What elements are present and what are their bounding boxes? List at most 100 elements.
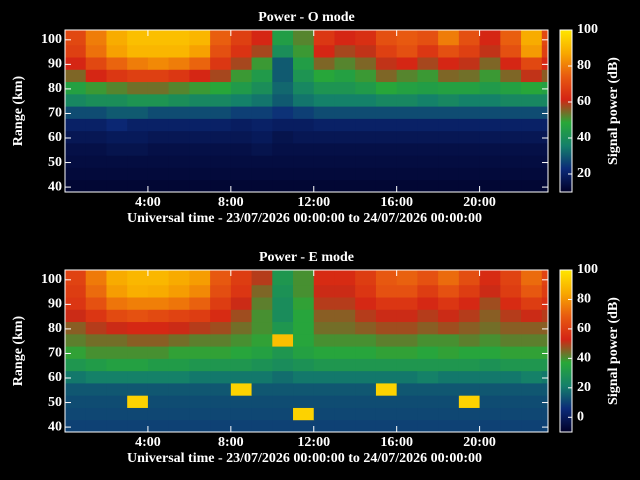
heat-cell (334, 284, 356, 298)
heat-cell (85, 407, 107, 421)
heat-cell (479, 382, 501, 396)
heat-cell (251, 155, 273, 168)
heat-cell (479, 419, 501, 432)
heat-cell (458, 358, 481, 372)
heat-cell (417, 57, 439, 70)
heat-cell (293, 81, 315, 95)
heat-cell (106, 142, 128, 156)
heat-cell (355, 44, 377, 58)
heat-cell (521, 118, 543, 132)
heat-cell (106, 155, 128, 168)
heat-cell (106, 118, 128, 132)
heat-cell (396, 167, 418, 181)
heat-cell (438, 81, 460, 95)
y-tick-label: 100 (41, 32, 62, 47)
heat-cell (313, 407, 335, 421)
heat-cell (375, 321, 398, 335)
heat-cell (127, 358, 149, 372)
heat-cell (375, 30, 398, 46)
heat-cell (375, 167, 398, 181)
heat-cell (479, 370, 501, 384)
heat-cell (230, 179, 253, 192)
heat-cell (541, 382, 548, 396)
heatmap-panel: Power - O mode Universal time - 23/07/202… (11, 10, 621, 226)
heat-cell (417, 142, 439, 156)
heat-cell (189, 69, 211, 83)
heat-cell (334, 270, 356, 286)
heat-cell (541, 284, 548, 298)
heat-cell (147, 106, 170, 119)
heat-cell (127, 118, 149, 132)
x-tick-label: 4:00 (135, 435, 161, 450)
heat-cell (396, 57, 418, 70)
heat-cell (313, 370, 335, 384)
heat-cell (127, 167, 149, 181)
heat-cell (65, 407, 87, 421)
heat-cell (65, 358, 87, 372)
heat-cell (106, 69, 128, 83)
heat-cell (106, 419, 128, 432)
heat-cell (500, 270, 522, 286)
heat-cell (500, 321, 522, 335)
heat-cell (355, 419, 377, 432)
heat-cell (106, 93, 128, 107)
heat-cell (375, 142, 398, 156)
heat-cell (251, 118, 273, 132)
heat-cell (210, 30, 232, 46)
heat-cell (479, 57, 501, 70)
heat-cell (85, 69, 107, 83)
y-tick-label: 50 (48, 155, 62, 170)
heat-cell (210, 321, 232, 335)
heat-cell (251, 407, 273, 421)
x-tick-label: 12:00 (297, 195, 330, 210)
heat-cell (396, 284, 418, 298)
heat-cell (272, 309, 294, 323)
heat-cell (189, 130, 211, 144)
heat-cell (500, 57, 522, 70)
heat-cell (355, 81, 377, 95)
heat-cell (396, 395, 418, 408)
colorbar-tick-label: 60 (577, 94, 591, 109)
heat-cell (438, 106, 460, 119)
heat-cell (85, 321, 107, 335)
heat-cell (521, 270, 543, 286)
heat-cell (189, 395, 211, 408)
heat-cell (417, 81, 439, 95)
heat-cell (334, 106, 356, 119)
heat-cell (293, 44, 315, 58)
y-tick-label: 40 (48, 179, 62, 194)
heat-cell (541, 69, 548, 83)
heat-cell (230, 333, 253, 347)
heat-cell (313, 395, 335, 408)
heat-cell (127, 407, 149, 421)
heat-cell (334, 30, 356, 46)
heat-cell (375, 179, 398, 192)
heat-cell (189, 106, 211, 119)
heat-cell (541, 297, 548, 310)
heat-cell (147, 321, 170, 335)
heat-cell (210, 44, 232, 58)
heat-cell (127, 130, 149, 144)
heat-cell (375, 346, 398, 359)
heat-cell (293, 69, 315, 83)
heat-cell (85, 93, 107, 107)
heat-cell (438, 358, 460, 372)
heat-cell (230, 370, 253, 384)
heat-cell (375, 297, 398, 310)
heat-cell (500, 419, 522, 432)
heat-cell (251, 270, 273, 286)
heat-cell (438, 333, 460, 347)
x-tick-label: 16:00 (380, 195, 413, 210)
heat-cell (334, 419, 356, 432)
heat-cell (334, 407, 356, 421)
heat-cell (65, 419, 87, 432)
heat-cell (438, 167, 460, 181)
heat-cell (500, 333, 522, 347)
heat-cell (65, 395, 87, 408)
heat-cell (293, 284, 315, 298)
heat-cell (251, 106, 273, 119)
y-tick-label: 80 (48, 321, 62, 336)
heat-cell (313, 270, 335, 286)
panel-title: Power - O mode (258, 10, 355, 25)
heat-cell (541, 155, 548, 168)
